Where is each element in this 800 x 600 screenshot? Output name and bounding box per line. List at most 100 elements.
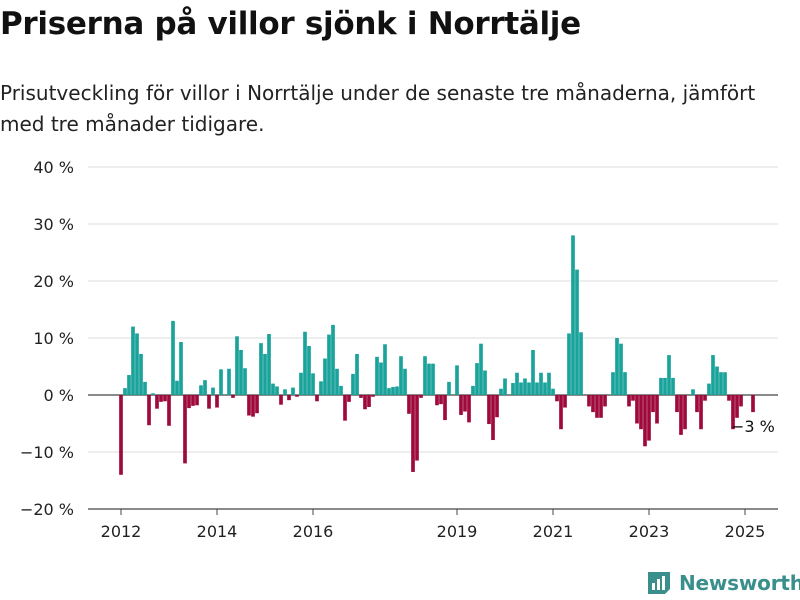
y-tick-label: 0 % — [44, 386, 74, 405]
bar — [259, 343, 263, 395]
chart-title: Priserna på villor sjönk i Norrtälje — [0, 6, 581, 42]
bar — [191, 395, 195, 406]
bar — [491, 395, 495, 441]
bar — [123, 388, 127, 395]
bar — [279, 395, 283, 405]
bar — [539, 372, 543, 395]
bar — [439, 395, 443, 405]
bar — [483, 370, 487, 395]
bar — [543, 382, 547, 395]
bar — [119, 395, 123, 475]
bar — [599, 395, 603, 418]
y-axis-ticks: −20 % −10 % 0 % 10 % 20 % 30 % 40 % — [20, 158, 74, 519]
bar — [443, 395, 447, 421]
bar — [319, 381, 323, 395]
bar — [219, 369, 223, 395]
bar — [407, 395, 411, 414]
bar — [215, 395, 219, 408]
bar — [655, 395, 659, 424]
x-axis: 2012 2014 2016 2019 2021 2023 2025 — [88, 508, 778, 541]
bar — [307, 345, 311, 395]
bar — [163, 395, 167, 402]
bar — [303, 331, 307, 395]
x-tick-label: 2019 — [437, 522, 478, 541]
bar — [203, 380, 207, 395]
bar — [387, 388, 391, 395]
bar — [355, 353, 359, 395]
bar — [267, 334, 271, 395]
bar — [127, 375, 131, 395]
y-tick-label: −10 % — [20, 443, 74, 462]
bar — [239, 349, 243, 395]
bar — [679, 395, 683, 435]
bar — [691, 389, 695, 395]
bar — [619, 343, 623, 395]
x-tick-label: 2012 — [101, 522, 142, 541]
bar — [531, 349, 535, 395]
bar — [427, 363, 431, 395]
bar — [383, 344, 387, 395]
bar — [255, 395, 259, 414]
bar — [631, 395, 635, 401]
grid-lines — [88, 166, 778, 510]
bar — [155, 395, 159, 409]
bar — [371, 395, 375, 397]
bar — [179, 341, 183, 395]
bar — [547, 372, 551, 395]
x-tick-label: 2016 — [293, 522, 334, 541]
bar — [519, 382, 523, 395]
bar — [639, 395, 643, 430]
bar — [263, 353, 267, 395]
bar — [151, 393, 155, 395]
bar — [675, 395, 679, 413]
bar — [271, 383, 275, 395]
bar — [359, 395, 363, 398]
bar — [171, 320, 175, 395]
bar — [403, 368, 407, 395]
bar — [587, 395, 591, 407]
bar — [195, 395, 199, 406]
bar — [411, 395, 415, 472]
bar — [615, 338, 619, 395]
bar — [487, 395, 491, 425]
bar — [695, 395, 699, 413]
bar — [455, 365, 459, 395]
bar — [143, 381, 147, 395]
bar — [363, 395, 367, 410]
bar — [651, 395, 655, 413]
bar — [647, 395, 651, 441]
bar — [231, 395, 235, 398]
bar — [327, 334, 331, 395]
bar — [135, 333, 139, 395]
bar — [351, 373, 355, 395]
bar — [523, 378, 527, 395]
bar — [699, 395, 703, 430]
bar — [207, 395, 211, 409]
bar — [131, 326, 135, 395]
bar — [167, 395, 171, 426]
bar — [551, 388, 555, 395]
bar — [535, 382, 539, 395]
bar — [175, 380, 179, 395]
bar — [727, 395, 731, 401]
bar — [275, 386, 279, 395]
bar — [703, 395, 707, 401]
y-tick-label: 40 % — [33, 158, 74, 177]
bar — [459, 395, 463, 415]
newsworthy-logo-icon — [648, 572, 670, 594]
bar — [627, 395, 631, 407]
annotations: −3 % — [731, 417, 775, 436]
bar — [563, 395, 567, 408]
bar — [415, 395, 419, 461]
bar — [739, 395, 743, 407]
bar — [447, 381, 451, 395]
bar — [147, 395, 151, 426]
bar — [659, 377, 663, 395]
y-tick-label: 30 % — [33, 215, 74, 234]
bar — [243, 368, 247, 395]
bar — [731, 395, 735, 430]
bar — [711, 355, 715, 395]
bar — [635, 395, 639, 424]
bar — [435, 395, 439, 406]
brand-name: Newsworthy — [679, 571, 800, 595]
